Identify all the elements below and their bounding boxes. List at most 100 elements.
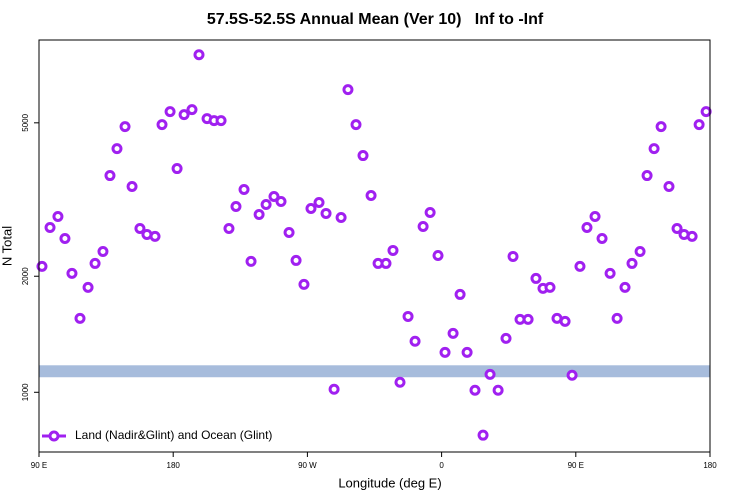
x-tick-label: 90 E [568, 461, 584, 470]
point [439, 346, 451, 358]
point [335, 211, 347, 223]
point [663, 181, 675, 193]
point [461, 346, 473, 358]
plot-border [38, 39, 711, 453]
x-tick-label: 90 E [31, 461, 47, 470]
point [52, 210, 64, 222]
point [223, 222, 235, 234]
point [164, 106, 176, 118]
point [171, 163, 183, 175]
point [477, 429, 489, 441]
point [126, 181, 138, 193]
point [589, 210, 601, 222]
point [283, 227, 295, 239]
point [604, 267, 616, 279]
point [298, 278, 310, 290]
point [671, 222, 683, 234]
point [402, 310, 414, 322]
y-tick-label: 5000 [21, 113, 30, 131]
point [380, 257, 392, 269]
point [305, 203, 317, 215]
point [313, 196, 325, 208]
point [566, 369, 578, 381]
point [328, 383, 340, 395]
point [544, 281, 556, 293]
band [39, 365, 710, 378]
point [36, 260, 48, 272]
x-tick-label: 180 [703, 461, 717, 470]
point [634, 245, 646, 257]
x-tick-label: 0 [439, 461, 444, 470]
legend-label: Land (Nadir&Glint) and Ocean (Glint) [75, 428, 272, 442]
point [350, 119, 362, 131]
point [275, 196, 287, 208]
point [215, 115, 227, 127]
point [186, 104, 198, 116]
point [522, 313, 534, 325]
chart-title: 57.5S-52.5S Annual Mean (Ver 10) Inf to … [207, 11, 544, 28]
point [581, 221, 593, 233]
point [290, 254, 302, 266]
point [619, 281, 631, 293]
point [149, 230, 161, 242]
point [134, 222, 146, 234]
point [253, 208, 265, 220]
point [74, 312, 86, 324]
point [559, 315, 571, 327]
y-tick-label: 2000 [21, 267, 30, 285]
x-axis-label: Longitude (deg E) [338, 475, 441, 490]
point [111, 143, 123, 155]
point [500, 332, 512, 344]
point [655, 121, 667, 133]
point [245, 255, 257, 267]
point [357, 150, 369, 162]
legend-marker [48, 430, 60, 442]
x-tick-label: 180 [167, 461, 181, 470]
point [156, 119, 168, 131]
x-tick-label: 90 W [298, 461, 317, 470]
point [394, 376, 406, 388]
point [44, 221, 56, 233]
point [484, 368, 496, 380]
point [641, 170, 653, 182]
y-axis-label: N Total [0, 226, 14, 266]
point [596, 232, 608, 244]
point [447, 327, 459, 339]
point [492, 384, 504, 396]
point [268, 191, 280, 203]
point [686, 230, 698, 242]
point [230, 201, 242, 213]
y-tick-label: 1000 [21, 383, 30, 401]
point [424, 206, 436, 218]
point [320, 207, 332, 219]
point [648, 143, 660, 155]
plot-area [39, 40, 710, 452]
point [454, 288, 466, 300]
point [119, 121, 131, 133]
point [700, 106, 712, 118]
point [530, 272, 542, 284]
point [66, 267, 78, 279]
point [611, 312, 623, 324]
point [178, 109, 190, 121]
point [342, 84, 354, 96]
point [417, 220, 429, 232]
point [82, 281, 94, 293]
point [387, 244, 399, 256]
point [59, 232, 71, 244]
point [89, 257, 101, 269]
point [260, 199, 272, 211]
point [365, 190, 377, 202]
point [97, 245, 109, 257]
point [104, 170, 116, 182]
point [626, 257, 638, 269]
point [693, 119, 705, 131]
point [238, 184, 250, 196]
point [469, 384, 481, 396]
point [409, 335, 421, 347]
point [432, 249, 444, 261]
point [574, 260, 586, 272]
point [193, 49, 205, 61]
